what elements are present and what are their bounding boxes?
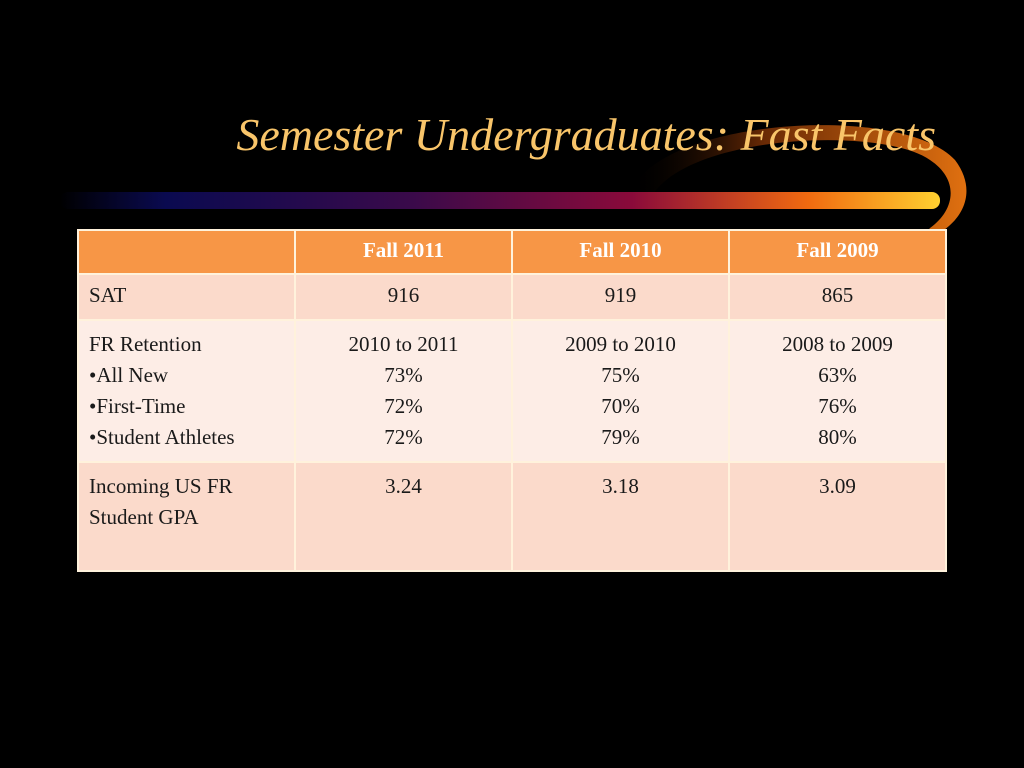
cell-line: 2008 to 2009 — [782, 332, 893, 356]
cell-line: 72% — [384, 425, 423, 449]
corner-cell — [77, 229, 296, 275]
cell-line: 865 — [821, 283, 854, 307]
cell-line: 63% — [818, 363, 857, 387]
value-cell: 3.24 — [294, 461, 513, 572]
value-cell: 916 — [294, 273, 513, 321]
cell-line: 73% — [384, 363, 423, 387]
cell-line: 3.18 — [602, 474, 639, 498]
value-cell: 919 — [511, 273, 730, 321]
gradient-bar — [60, 192, 940, 209]
table-row: Incoming US FR Student GPA 3.24 3.18 3.09 — [77, 461, 947, 572]
slide-title: Semester Undergraduates: Fast Facts — [236, 109, 936, 160]
table-row: SAT 916 919 865 — [77, 273, 947, 321]
column-header: Fall 2011 — [294, 229, 513, 275]
value-cell: 865 — [728, 273, 947, 321]
facts-table: Fall 2011 Fall 2010 Fall 2009 SAT 916 919 865… — [77, 229, 947, 572]
value-cell: 3.09 — [728, 461, 947, 572]
cell-line: 919 — [604, 283, 637, 307]
cell-line: 3.24 — [385, 474, 422, 498]
row-label: SAT — [77, 273, 296, 321]
header-row: Fall 2011 Fall 2010 Fall 2009 — [77, 229, 947, 275]
cell-line: 3.09 — [819, 474, 856, 498]
swoosh — [630, 125, 967, 240]
cell-line: 70% — [601, 394, 640, 418]
label-line: FR Retention — [89, 332, 202, 356]
label-line: Incoming US FR — [89, 474, 233, 498]
table-body: SAT 916 919 865 FR Retention •All New •First-T… — [77, 273, 947, 572]
column-header: Fall 2009 — [728, 229, 947, 275]
label-line: •First-Time — [89, 394, 186, 418]
label-line: •Student Athletes — [89, 425, 235, 449]
row-label: FR Retention •All New •First-Time •Student … — [77, 319, 296, 463]
cell-line: 79% — [601, 425, 640, 449]
cell-line: 75% — [601, 363, 640, 387]
cell-line: 80% — [818, 425, 857, 449]
label-line: SAT — [89, 283, 127, 307]
column-header: Fall 2010 — [511, 229, 730, 275]
cell-line: 72% — [384, 394, 423, 418]
value-cell: 2010 to 2011 73% 72% 72% — [294, 319, 513, 463]
cell-line: 916 — [387, 283, 420, 307]
label-line: •All New — [89, 363, 169, 387]
cell-line: 2009 to 2010 — [565, 332, 676, 356]
value-cell: 3.18 — [511, 461, 730, 572]
value-cell: 2008 to 2009 63% 76% 80% — [728, 319, 947, 463]
cell-line: 2010 to 2011 — [348, 332, 459, 356]
table-row: FR Retention •All New •First-Time •Student … — [77, 319, 947, 463]
cell-line: 76% — [818, 394, 857, 418]
label-line: Student GPA — [89, 505, 199, 529]
row-label: Incoming US FR Student GPA — [77, 461, 296, 572]
value-cell: 2009 to 2010 75% 70% 79% — [511, 319, 730, 463]
